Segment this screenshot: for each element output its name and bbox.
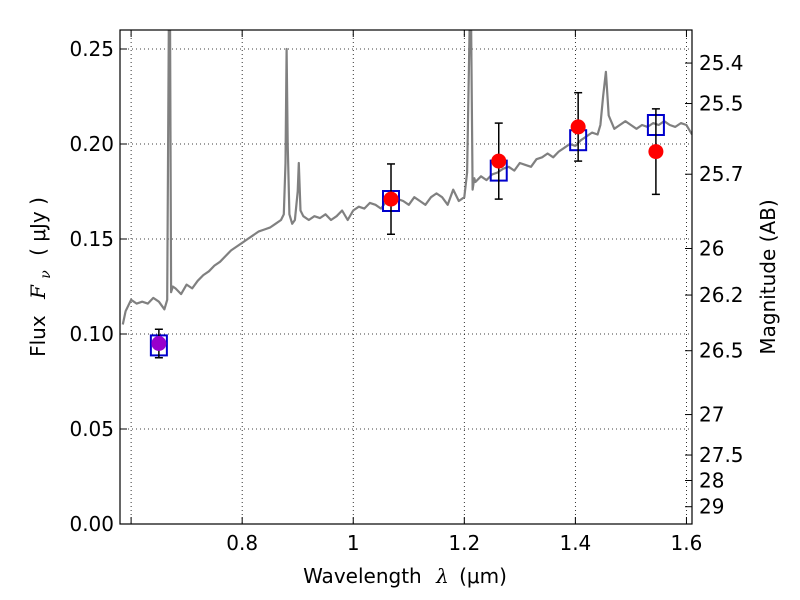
y-axis-label-unit: ( μJy ): [26, 197, 50, 256]
magnitude-axis-label: Magnitude (AB): [756, 199, 780, 354]
observed-photometry-point: [648, 144, 664, 160]
spectrum-line: [121, 30, 692, 325]
x-tick-label: 1.4: [559, 531, 591, 555]
magnitude-tick-label: 25.5: [699, 92, 744, 116]
x-tick-label: 1: [347, 531, 360, 555]
spectrum-line-layer: [121, 30, 692, 325]
x-tick-label: 1.2: [448, 531, 480, 555]
y-tick-label: 0.20: [69, 132, 114, 156]
x-axis-label-unit: (μm): [459, 564, 507, 588]
magnitude-tick-label: 26.2: [699, 283, 744, 307]
y-tick-label: 0.00: [69, 512, 114, 536]
magnitude-tick-label: 27: [699, 403, 724, 427]
y-tick-label: 0.10: [69, 322, 114, 346]
grid: [120, 30, 692, 525]
magnitude-tick-label: 28: [699, 468, 724, 492]
photometry-layer: [149, 91, 665, 359]
plot-frame: [119, 29, 693, 525]
magnitude-tick-label: 29: [699, 495, 724, 519]
y-axis-label: Flux F ν ( μJy ): [26, 197, 55, 357]
observed-photometry-point: [570, 119, 586, 135]
x-axis-label-symbol: λ: [435, 564, 449, 588]
magnitude-tick-label: 25.4: [699, 51, 744, 75]
magnitude-tick-label: 25.7: [699, 162, 744, 186]
y-tick-label: 0.15: [69, 227, 114, 251]
observed-photometry-point: [491, 153, 507, 169]
magnitude-tick-label: 27.5: [699, 443, 744, 467]
magnitude-tick-label: 26: [699, 237, 724, 261]
x-axis-label-text: Wavelength: [303, 564, 422, 588]
x-tick-label: 0.8: [226, 531, 258, 555]
y-axis-label-symbol: F: [26, 284, 50, 300]
y-tick-label: 0.05: [69, 417, 114, 441]
y-axis-label-text: Flux: [26, 315, 50, 357]
observed-photometry-point: [151, 336, 167, 351]
ticks: 0.8 1 1.2 1.4 1.6 0.00 0.05 0.10 0.15 0.20 0.25 25.…: [69, 30, 744, 555]
magnitude-tick-label: 26.5: [699, 339, 744, 363]
y-axis-label-subscript: ν: [38, 270, 54, 279]
x-tick-label: 1.6: [671, 531, 703, 555]
observed-photometry-point: [383, 191, 399, 207]
y-tick-label: 0.25: [69, 37, 114, 61]
x-axis-label: Wavelength λ (μm): [303, 564, 507, 588]
